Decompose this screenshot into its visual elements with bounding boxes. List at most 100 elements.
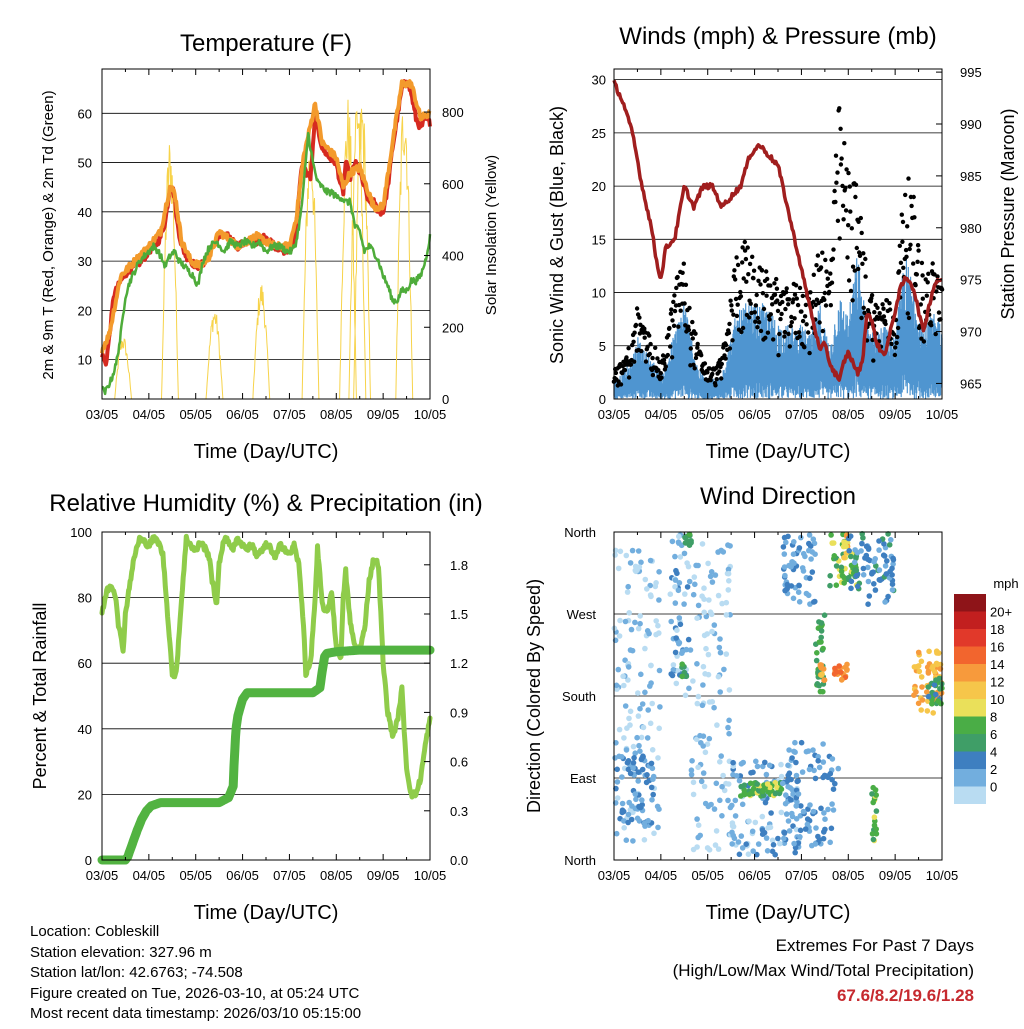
colorbar-label: 12: [990, 675, 1004, 690]
wind-direction-point: [690, 591, 697, 598]
temperature-xtick-label: 08/05: [320, 407, 353, 422]
wind-direction-point: [786, 828, 793, 834]
wind-direction-point: [715, 549, 721, 555]
wind-direction-point: [818, 620, 825, 626]
wind-direction-point: [668, 618, 674, 625]
gust-point: [681, 261, 686, 266]
gust-point: [802, 314, 808, 319]
wind-direction-point: [707, 609, 714, 615]
gust-point: [850, 264, 856, 269]
wind-direction-point: [649, 700, 655, 707]
gust-point: [895, 334, 900, 340]
gust-point: [707, 366, 712, 371]
wind-direction-point: [686, 578, 693, 585]
gust-point: [905, 224, 910, 229]
total-rainfall-line: [97, 645, 435, 865]
gust-point: [628, 362, 634, 367]
wind-direction-point: [645, 707, 651, 713]
wind-direction-point: [795, 791, 802, 797]
wind-direction-point: [667, 591, 674, 597]
temperature-plot-frame: [101, 68, 431, 400]
wind-direction-point: [935, 650, 942, 656]
gust-point: [845, 255, 850, 260]
gust-point: [898, 260, 904, 265]
gust-point: [831, 247, 836, 252]
solar-insolation-line: [114, 338, 132, 400]
temperature-xtick-label: 09/05: [367, 407, 400, 422]
winds-y2label: Station Pressure (Maroon): [998, 108, 1018, 319]
wind-direction-point: [614, 766, 620, 773]
wind-direction-point: [929, 701, 935, 707]
gust-point: [758, 328, 764, 334]
wind-direction-point: [625, 819, 631, 826]
wind-direction-point: [763, 771, 770, 778]
gust-point: [772, 281, 777, 286]
gust-point: [881, 314, 887, 319]
wind-direction-point: [780, 544, 787, 550]
gust-point: [843, 185, 848, 191]
wind-direction-point: [860, 572, 867, 578]
wind-direction-point: [816, 682, 822, 689]
wind-direction-point: [726, 730, 732, 737]
wind-direction-point: [717, 649, 724, 656]
gust-point: [915, 243, 921, 248]
wind-direction-point: [889, 587, 896, 593]
colorbar-swatch: [954, 664, 986, 682]
wind-direction-point: [818, 805, 824, 812]
wind-direction-point: [627, 708, 634, 715]
wind-direction-point: [632, 791, 639, 797]
wind-direction-point: [726, 578, 732, 584]
gust-point: [835, 170, 840, 175]
gust-point: [822, 297, 827, 302]
gust-point: [764, 293, 769, 298]
gust-point: [858, 215, 863, 221]
colorbar-label: 10: [990, 692, 1004, 707]
wind-direction-point: [716, 644, 723, 651]
colorbar-label: 6: [990, 727, 997, 742]
wind-direction-point: [847, 533, 854, 539]
wind-direction-point: [656, 667, 663, 674]
wind-direction-point: [810, 808, 817, 815]
wind-direction-point: [755, 841, 762, 847]
gust-point: [863, 256, 868, 262]
temperature-xtick-label: 05/05: [179, 407, 212, 422]
gust-point: [767, 317, 772, 322]
wind-direction-point: [619, 754, 625, 760]
gust-point: [670, 318, 675, 323]
wind-direction-point: [866, 593, 873, 599]
wind-direction-point: [925, 684, 932, 690]
wind-direction-point: [889, 565, 895, 572]
wind-direction-point: [876, 538, 882, 544]
wind-direction-xtick-label: 08/05: [832, 868, 865, 883]
wind-direction-point: [736, 851, 743, 858]
gust-point: [702, 361, 708, 366]
wind-direction-point: [825, 806, 831, 813]
gust-point: [613, 370, 619, 376]
gust-point: [768, 283, 773, 288]
wind-direction-point: [672, 600, 679, 606]
gust-point: [647, 333, 652, 338]
wind-direction-point: [700, 682, 706, 688]
wind-direction-point: [644, 735, 651, 741]
dewpoint-line: [101, 131, 432, 396]
wind-direction-ytick-label: South: [562, 689, 596, 704]
winds-y2tick-label: 995: [960, 65, 982, 80]
wind-direction-point: [829, 801, 835, 807]
wind-direction-point: [876, 547, 882, 553]
wind-direction-point: [916, 668, 923, 675]
wind-direction-point: [620, 808, 627, 815]
gust-point: [742, 239, 747, 245]
colorbar-swatch: [954, 716, 986, 734]
wind-direction-point: [698, 778, 705, 785]
wind-direction-point: [790, 551, 797, 557]
wind-direction-point: [799, 565, 806, 571]
wind-direction-point: [809, 549, 815, 555]
wind-direction-point: [635, 769, 642, 775]
wind-direction-point: [890, 557, 897, 563]
wind-direction-point: [694, 661, 700, 667]
solar-insolation-line: [205, 313, 224, 400]
wind-direction-point: [676, 639, 683, 646]
gust-point: [788, 323, 793, 329]
wind-direction-point: [688, 539, 694, 546]
